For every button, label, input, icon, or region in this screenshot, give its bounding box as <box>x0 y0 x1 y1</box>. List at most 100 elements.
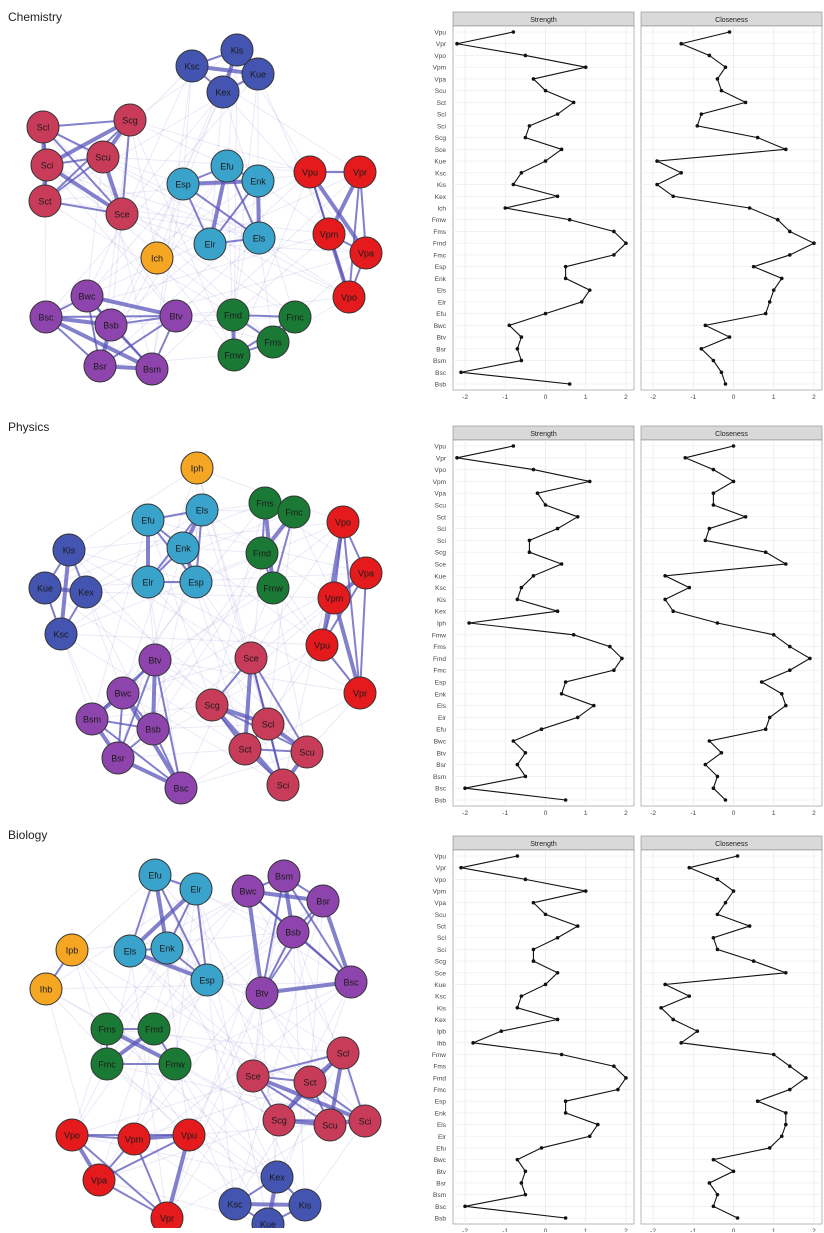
x-tick-label: 2 <box>624 810 628 817</box>
category-tick-label: Scl <box>437 112 447 119</box>
series-point <box>612 229 616 234</box>
node-vpu: Vpu <box>305 628 339 662</box>
node-label: Bsb <box>145 725 161 735</box>
x-tick-label: 0 <box>732 394 736 401</box>
series-point <box>587 288 592 292</box>
category-tick-label: Ipb <box>437 1029 446 1036</box>
facet-panel <box>452 849 635 1225</box>
node-label: Sce <box>245 1072 261 1082</box>
node-circle <box>175 49 209 83</box>
network-edge <box>147 581 182 789</box>
category-tick-label: Kue <box>434 573 446 580</box>
series-point <box>612 668 616 672</box>
x-tick-label: 0 <box>544 394 548 401</box>
node-elr: Elr <box>131 565 165 599</box>
category-tick-label: Fmd <box>433 1075 446 1082</box>
node-circle <box>113 103 147 137</box>
series-point <box>771 1052 776 1057</box>
series-point <box>679 1041 684 1045</box>
x-tick-label: 1 <box>772 810 776 817</box>
category-tick-label: Vpr <box>436 865 447 872</box>
node-label: Enk <box>159 944 175 954</box>
series-point <box>523 774 528 779</box>
network-edge <box>232 233 330 316</box>
series-point <box>731 1169 736 1174</box>
node-circle <box>206 75 240 109</box>
node-fmw: Fmw <box>256 571 290 605</box>
network-edge <box>174 1063 269 1225</box>
x-tick-label: -1 <box>690 810 696 817</box>
node-label: Fmc <box>286 313 304 323</box>
network-edge <box>175 237 260 317</box>
series-point <box>563 1111 568 1115</box>
node-circle <box>293 1065 327 1099</box>
series-point <box>459 370 463 375</box>
series-point <box>715 877 720 882</box>
node-circle <box>113 934 147 968</box>
network-edge <box>156 257 235 356</box>
category-tick-label: Bsm <box>433 358 446 365</box>
series-point <box>784 1122 788 1127</box>
network-edge <box>46 164 177 317</box>
facet-title: Strength <box>530 17 557 24</box>
network-edge <box>129 119 158 259</box>
node-label: Ksc <box>227 1200 243 1210</box>
category-tick-label: Bsb <box>435 798 447 805</box>
series-point <box>695 124 700 128</box>
series-point <box>624 241 628 245</box>
series-point <box>723 382 728 386</box>
category-tick-label: Vpr <box>436 41 447 48</box>
network-edge <box>272 587 308 753</box>
network-edge <box>154 874 208 981</box>
network-edge <box>45 988 269 1225</box>
series-point <box>784 1111 788 1115</box>
network-edge <box>45 73 259 318</box>
node-label: Scu <box>322 1121 338 1131</box>
node-circle <box>231 874 265 908</box>
category-tick-label: Efu <box>436 1145 446 1152</box>
series-point <box>559 1052 564 1057</box>
category-tick-label: Bsc <box>435 1204 447 1211</box>
node-elr: Elr <box>179 872 213 906</box>
node-kex: Kex <box>260 1160 294 1194</box>
series-point <box>571 100 576 105</box>
series-point <box>596 1122 600 1127</box>
node-label: Elr <box>191 885 202 895</box>
category-tick-label: Fmw <box>432 632 446 639</box>
category-tick-label: Bsr <box>436 1180 447 1187</box>
series-point <box>707 739 712 743</box>
series-point <box>559 562 564 566</box>
series-point <box>575 515 580 519</box>
node-circle <box>276 915 310 949</box>
network-edge <box>195 888 269 1225</box>
network-edge <box>99 354 235 367</box>
node-circle <box>293 155 327 189</box>
node-circle <box>277 495 311 529</box>
series-point <box>723 65 728 69</box>
network-edge <box>180 692 361 789</box>
node-label: Sci <box>277 781 290 791</box>
node-ihb: Ihb <box>29 972 63 1006</box>
chemistry-centrality-plot: Vpu Vpr Vpo Vpm Vpa Scu Sct Scl Sci Scg Sce Kue Ksc K… <box>432 11 823 401</box>
category-tick-label: Fms <box>433 644 446 651</box>
series-point <box>687 994 692 998</box>
series-point <box>683 456 688 460</box>
node-label: Vpo <box>64 1131 80 1141</box>
category-tick-label: Vpo <box>434 467 446 474</box>
series-point <box>519 1181 524 1185</box>
series-point <box>812 241 816 245</box>
series-point <box>503 206 508 210</box>
node-label: Kex <box>78 588 94 598</box>
network-edge <box>129 119 228 167</box>
network-edge <box>154 587 274 661</box>
series-point <box>687 585 692 590</box>
node-circle <box>251 1207 285 1228</box>
node-label: Bsc <box>38 313 54 323</box>
node-circle <box>267 859 301 893</box>
network-edge <box>44 587 213 706</box>
series-point <box>587 479 592 484</box>
node-label: Sci <box>359 1117 372 1127</box>
series-point <box>523 751 528 755</box>
series-point <box>515 854 520 858</box>
series-point <box>539 1146 544 1150</box>
